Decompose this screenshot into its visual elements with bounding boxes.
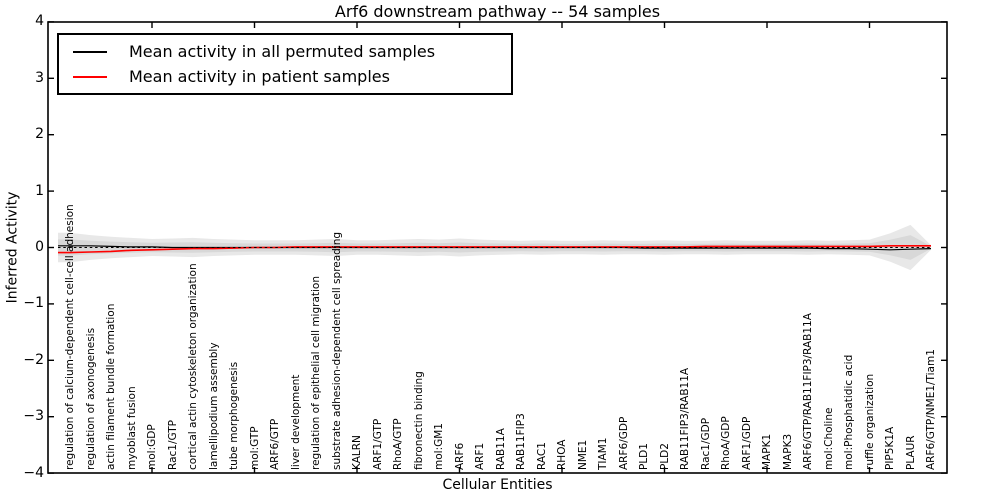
- x-tick-label: ARF6/GTP/NME1/Tiam1: [925, 349, 937, 470]
- x-tick-label: PLD2: [658, 443, 671, 470]
- x-tick-label: PLD1: [638, 443, 650, 470]
- x-tick-label: ARF6/GTP: [269, 418, 281, 470]
- x-tick-label: RhoA/GTP: [392, 418, 404, 470]
- legend-swatch-1: [73, 75, 107, 78]
- x-tick-label: RHOA: [556, 439, 568, 470]
- x-tick-label: Rac1/GTP: [166, 420, 179, 470]
- x-tick-label: RAB11A: [494, 428, 507, 470]
- y-tick-label: −1: [23, 295, 44, 312]
- x-axis-label: Cellular Entities: [442, 477, 553, 493]
- x-tick-label: fibronectin binding: [412, 371, 425, 470]
- x-tick-label: cortical actin cytoskeleton organization: [187, 263, 199, 470]
- y-tick-label: 0: [35, 239, 44, 255]
- x-tick-label: NME1: [576, 439, 589, 470]
- x-tick-label: regulation of epithelial cell migration: [310, 275, 322, 470]
- legend-entry-patient: Mean activity in patient samples: [73, 67, 511, 86]
- x-tick-label: PLAUR: [904, 435, 917, 470]
- legend: Mean activity in all permuted samples Me…: [57, 33, 513, 95]
- x-tick-label: liver development: [289, 374, 302, 470]
- x-tick-label: mol:GM1: [433, 423, 445, 470]
- x-tick-label: ARF6/GDP: [617, 416, 630, 470]
- x-tick-label: PIP5K1A: [884, 426, 896, 470]
- x-tick-label: mol:Phosphatidic acid: [843, 354, 855, 470]
- x-tick-label: mol:Choline: [822, 407, 835, 470]
- y-tick-label: 4: [35, 13, 44, 30]
- x-tick-label: mol:GTP: [248, 426, 261, 470]
- x-tick-label: lamellipodium assembly: [207, 342, 220, 470]
- x-tick-label: regulation of axonogenesis: [84, 327, 97, 470]
- y-tick-label: −2: [23, 351, 44, 368]
- x-tick-label: RAB11FIP3/RAB11A: [679, 367, 691, 470]
- x-tick-label: ARF1/GDP: [740, 416, 753, 470]
- x-tick-label: MAPK3: [781, 433, 794, 470]
- x-tick-label: tube morphogenesis: [228, 361, 240, 470]
- x-tick-label: KALRN: [351, 435, 363, 470]
- x-tick-label: MAPK1: [761, 433, 773, 470]
- x-tick-label: substrate adhesion-dependent cell spread…: [330, 231, 343, 470]
- x-tick-label: RAB11FIP3: [515, 413, 527, 470]
- x-tick-label: Rac1/GDP: [699, 417, 712, 470]
- x-tick-label: ARF1: [474, 442, 486, 470]
- chart-title: Arf6 downstream pathway -- 54 samples: [334, 2, 661, 21]
- x-tick-label: RAC1: [535, 442, 548, 470]
- legend-label-patient: Mean activity in patient samples: [129, 67, 390, 86]
- y-tick-label: −4: [23, 464, 44, 481]
- x-tick-label: actin filament bundle formation: [105, 303, 117, 470]
- x-tick-label: RhoA/GDP: [720, 416, 732, 470]
- x-tick-label: TIAM1: [597, 437, 609, 470]
- x-tick-label: myoblast fusion: [125, 386, 138, 470]
- x-tick-label: regulation of calcium-dependent cell-cel…: [64, 204, 76, 470]
- x-tick-label: mol:GDP: [146, 424, 158, 470]
- y-tick-label: 2: [35, 126, 44, 143]
- patient-mean-line: [58, 245, 931, 254]
- legend-swatch-0: [73, 50, 107, 53]
- x-tick-label: ARF6/GTP/RAB11FIP3/RAB11A: [802, 313, 814, 470]
- legend-entry-permuted: Mean activity in all permuted samples: [73, 42, 511, 61]
- x-tick-label: ARF6: [453, 442, 466, 470]
- y-tick-label: 3: [35, 69, 44, 86]
- x-tick-label: ruffle organization: [863, 373, 876, 470]
- y-tick-label: −3: [23, 408, 44, 425]
- y-tick-label: 1: [35, 182, 44, 199]
- x-tick-label: ARF1/GTP: [371, 418, 384, 470]
- legend-label-permuted: Mean activity in all permuted samples: [129, 42, 436, 61]
